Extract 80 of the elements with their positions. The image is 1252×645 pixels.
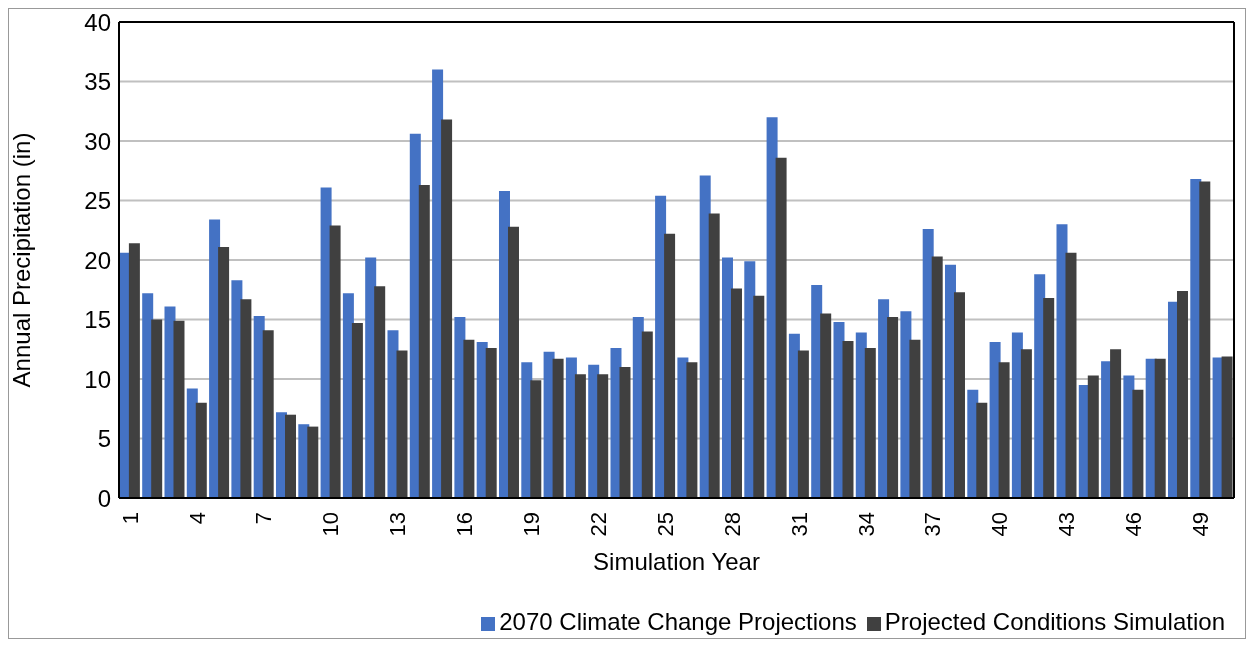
y-tick-label: 35 — [84, 68, 111, 96]
y-tick-label: 0 — [97, 484, 111, 512]
bar — [1199, 181, 1211, 498]
bar — [552, 358, 564, 498]
bar — [1154, 358, 1166, 498]
x-tick-label: 49 — [1188, 512, 1214, 537]
x-tick-label: 25 — [652, 512, 678, 537]
x-tick-label: 16 — [452, 512, 478, 537]
bar — [441, 119, 453, 498]
x-axis-title: Simulation Year — [593, 548, 760, 575]
y-tick-label: 20 — [84, 246, 111, 274]
x-tick-label: 4 — [184, 512, 210, 525]
bar — [284, 414, 296, 498]
y-axis-title: Annual Precipitation (in) — [7, 132, 35, 388]
bar — [1110, 349, 1122, 498]
bar — [887, 317, 899, 498]
legend-label: 2070 Climate Change Projections — [499, 608, 857, 635]
bar — [240, 299, 252, 498]
bar — [173, 320, 185, 498]
bar — [530, 380, 542, 498]
bar — [418, 185, 430, 498]
bar — [574, 374, 586, 498]
bar — [351, 323, 363, 498]
bar — [307, 426, 319, 498]
x-tick-label: 31 — [786, 512, 812, 537]
x-tick-label: 46 — [1121, 512, 1147, 537]
x-tick-label: 34 — [853, 512, 879, 537]
bar — [730, 288, 742, 498]
bar — [485, 348, 497, 498]
x-tick-label: 1 — [117, 512, 143, 525]
bar — [753, 295, 765, 498]
x-tick-label: 40 — [987, 512, 1013, 537]
bar — [329, 225, 341, 498]
y-tick-label: 5 — [97, 425, 111, 453]
bar — [953, 292, 965, 498]
x-tick-label: 37 — [920, 512, 946, 537]
bar — [374, 286, 386, 498]
bar — [1065, 252, 1077, 498]
bar — [976, 402, 988, 498]
bar — [775, 157, 787, 498]
bar — [262, 330, 274, 498]
bar — [708, 213, 720, 498]
bar — [931, 256, 943, 498]
y-tick-label: 40 — [84, 8, 111, 36]
bar — [1176, 290, 1188, 498]
bar — [507, 226, 519, 498]
bar — [151, 319, 163, 498]
x-tick-label: 13 — [385, 512, 411, 537]
bar — [1087, 375, 1099, 498]
bar — [1132, 389, 1144, 498]
x-tick-label: 43 — [1054, 512, 1080, 537]
bar — [597, 374, 609, 498]
x-tick-label: 10 — [318, 512, 344, 537]
bar — [619, 367, 631, 498]
legend-label: Projected Conditions Simulation — [884, 608, 1225, 635]
bar — [641, 331, 653, 498]
x-tick-label: 19 — [519, 512, 545, 537]
y-tick-label: 30 — [84, 127, 111, 155]
bar — [1020, 349, 1032, 498]
bar — [195, 402, 207, 498]
x-tick-label: 22 — [585, 512, 611, 537]
x-tick-label: 28 — [719, 512, 745, 537]
bar — [686, 362, 698, 498]
x-tick-label: 7 — [251, 512, 277, 525]
bar — [1043, 298, 1055, 498]
bar — [218, 246, 230, 498]
bar — [797, 350, 809, 498]
y-tick-label: 10 — [84, 365, 111, 393]
bar — [463, 339, 475, 498]
bar — [864, 348, 876, 498]
bar — [664, 233, 676, 498]
bar — [909, 339, 921, 498]
bar — [820, 313, 832, 498]
bar — [842, 340, 854, 498]
y-tick-label: 25 — [84, 187, 111, 215]
y-tick-label: 15 — [84, 306, 111, 334]
bar — [1221, 356, 1233, 498]
bar — [396, 350, 408, 498]
bar — [128, 243, 140, 498]
bar — [998, 362, 1010, 498]
